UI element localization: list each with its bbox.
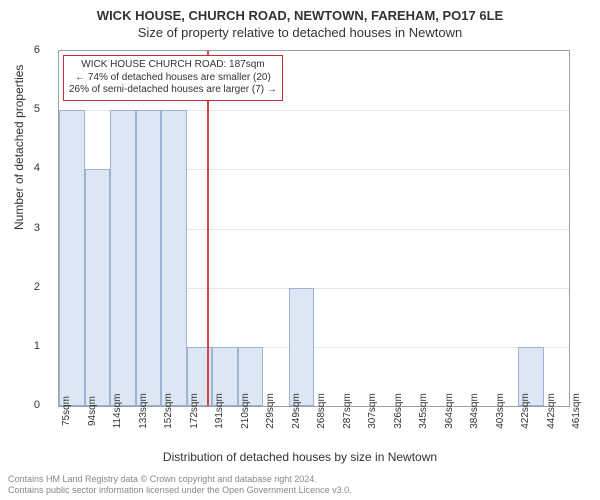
histogram-bar <box>161 110 187 406</box>
histogram-bar <box>289 288 315 406</box>
callout-line-2: ← 74% of detached houses are smaller (20… <box>69 72 277 85</box>
xtick-label: 403sqm <box>495 393 506 429</box>
callout-line-3: 26% of semi-detached houses are larger (… <box>69 84 277 97</box>
ytick-label: 3 <box>0 222 40 234</box>
chart-container: { "title": { "main": "WICK HOUSE, CHURCH… <box>0 0 600 500</box>
xtick-label: 191sqm <box>214 393 225 429</box>
xtick-label: 345sqm <box>418 393 429 429</box>
ytick-label: 2 <box>0 281 40 293</box>
histogram-bar <box>85 169 111 406</box>
footer-line-2: Contains public sector information licen… <box>8 485 352 496</box>
histogram-bar <box>136 110 162 406</box>
xtick-label: 384sqm <box>469 393 480 429</box>
footer-attribution: Contains HM Land Registry data © Crown c… <box>8 474 352 497</box>
xtick-label: 422sqm <box>520 393 531 429</box>
x-axis-label: Distribution of detached houses by size … <box>0 450 600 464</box>
callout-box: WICK HOUSE CHURCH ROAD: 187sqm ← 74% of … <box>63 55 283 101</box>
ytick-label: 1 <box>0 340 40 352</box>
xtick-label: 133sqm <box>138 393 149 429</box>
xtick-label: 307sqm <box>367 393 378 429</box>
xtick-label: 114sqm <box>112 394 123 429</box>
xtick-label: 287sqm <box>342 393 353 429</box>
xtick-label: 75sqm <box>61 396 72 426</box>
callout-line-1: WICK HOUSE CHURCH ROAD: 187sqm <box>69 59 277 72</box>
xtick-label: 249sqm <box>291 393 302 429</box>
footer-line-1: Contains HM Land Registry data © Crown c… <box>8 474 352 485</box>
xtick-label: 210sqm <box>240 393 251 429</box>
histogram-bar <box>59 110 85 406</box>
chart-title-main: WICK HOUSE, CHURCH ROAD, NEWTOWN, FAREHA… <box>0 0 600 23</box>
xtick-label: 364sqm <box>444 393 455 429</box>
property-marker-line <box>207 51 209 406</box>
xtick-label: 461sqm <box>571 393 582 429</box>
xtick-label: 229sqm <box>265 393 276 429</box>
xtick-label: 268sqm <box>316 393 327 429</box>
histogram-bar <box>110 110 136 406</box>
y-axis-label: Number of detached properties <box>12 65 26 230</box>
xtick-label: 152sqm <box>163 393 174 429</box>
xtick-label: 172sqm <box>189 393 200 429</box>
chart-title-sub: Size of property relative to detached ho… <box>0 23 600 40</box>
xtick-label: 94sqm <box>87 396 98 426</box>
xtick-label: 442sqm <box>546 393 557 429</box>
ytick-label: 6 <box>0 44 40 56</box>
ytick-label: 4 <box>0 162 40 174</box>
ytick-label: 5 <box>0 103 40 115</box>
plot-area: WICK HOUSE CHURCH ROAD: 187sqm ← 74% of … <box>58 50 570 407</box>
xtick-label: 326sqm <box>393 393 404 429</box>
ytick-label: 0 <box>0 399 40 411</box>
